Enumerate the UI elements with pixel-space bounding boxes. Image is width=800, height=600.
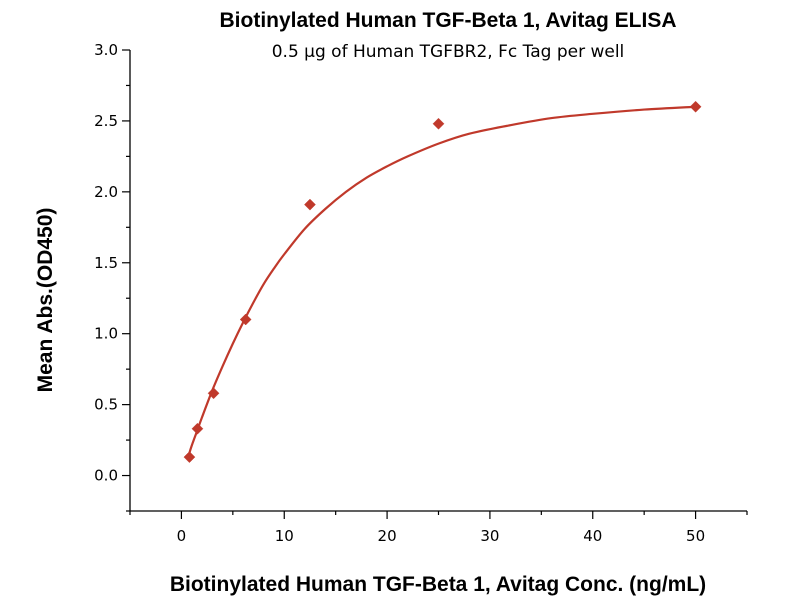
data-point <box>689 100 702 113</box>
data-point <box>207 387 220 400</box>
x-tick-label: 0 <box>177 527 187 545</box>
data-point <box>191 422 204 435</box>
chart-subtitle: 0.5 μg of Human TGFBR2, Fc Tag per well <box>272 42 625 62</box>
data-point <box>239 313 252 326</box>
data-points <box>183 100 702 463</box>
y-tick-label: 3.0 <box>94 41 118 59</box>
x-tick-label: 30 <box>480 527 499 545</box>
x-tick-label: 40 <box>583 527 602 545</box>
data-point <box>304 198 316 211</box>
y-tick-label: 0.5 <box>94 396 118 414</box>
x-tick-label: 10 <box>275 527 294 545</box>
x-tick-label: 50 <box>686 527 705 545</box>
x-axis-title: Biotinylated Human TGF-Beta 1, Avitag Co… <box>170 573 706 596</box>
y-tick-label: 2.5 <box>94 112 118 130</box>
x-tick-label: 20 <box>378 527 397 545</box>
y-tick-label: 1.5 <box>94 254 118 272</box>
y-axis-title: Mean Abs.(OD450) <box>34 208 57 393</box>
fit-curve-group <box>188 105 696 454</box>
y-tick-label: 1.0 <box>94 325 118 343</box>
axes: 0.0 0.5 1.0 1.5 2.0 2.5 3.0 0 10 20 30 40 50 <box>94 41 748 545</box>
data-point <box>432 117 445 130</box>
y-tick-label: 0.0 <box>94 467 118 485</box>
data-point <box>183 451 196 463</box>
y-tick-label: 2.0 <box>94 183 118 201</box>
fit-curve <box>188 105 696 454</box>
chart-title: Biotinylated Human TGF-Beta 1, Avitag EL… <box>220 9 677 32</box>
